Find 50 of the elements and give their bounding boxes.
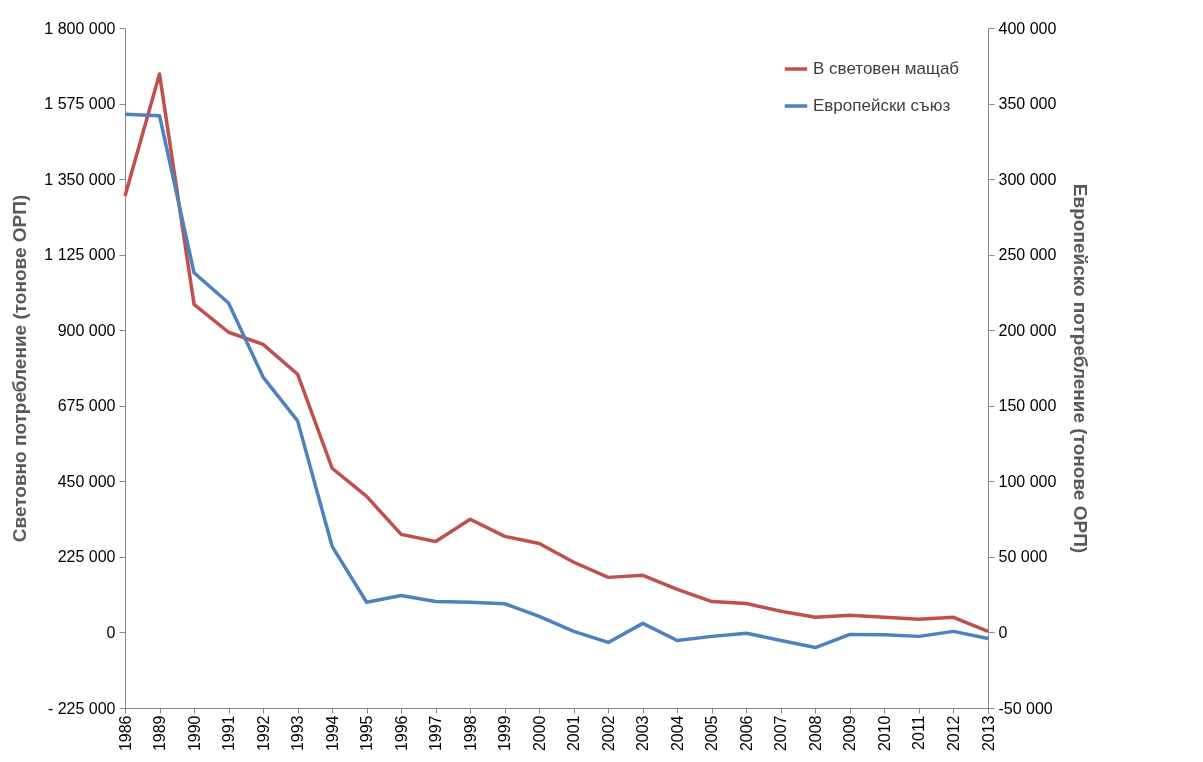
- x-tick-label: 1993: [289, 715, 307, 752]
- x-tick-label: 1999: [496, 715, 514, 752]
- x-tick-label: 2002: [599, 715, 617, 752]
- y-tick-label: 1 575 000: [44, 95, 116, 113]
- x-tick-label: 2001: [565, 715, 583, 752]
- x-tick-label: 2011: [910, 715, 928, 750]
- x-tick-label: 1996: [392, 715, 410, 752]
- x-tick-label: 2009: [841, 715, 859, 752]
- x-tick-label: 2005: [703, 715, 721, 752]
- y-tick-label: - 225 000: [47, 699, 116, 717]
- x-tick-label: 1994: [323, 715, 341, 752]
- x-tick-label: 2013: [979, 715, 997, 752]
- y-axis-title: Световно потребление (тонове ОРП): [9, 194, 31, 543]
- x-tick-label: 1997: [427, 715, 445, 752]
- y2-tick-label: 50 000: [998, 548, 1048, 566]
- y2-tick-label: 200 000: [998, 321, 1057, 339]
- y2-tick-label: 350 000: [998, 95, 1057, 113]
- x-tick-label: 1995: [358, 715, 376, 752]
- y2-tick-label: 400 000: [998, 19, 1057, 37]
- y2-tick-label: 250 000: [998, 246, 1057, 264]
- y2-axis-title: Европейско потребление (тонове ОРП): [1070, 183, 1092, 554]
- x-tick-label: 2003: [634, 715, 652, 752]
- x-tick-label: 1986: [116, 715, 134, 752]
- x-tick-label: 1992: [254, 715, 272, 752]
- x-tick-label: 1990: [185, 715, 203, 752]
- x-tick-label: 2012: [944, 715, 962, 752]
- x-tick-label: 1998: [461, 715, 479, 752]
- y-tick-label: 450 000: [57, 472, 116, 490]
- x-tick-label: 2006: [737, 715, 755, 752]
- y-tick-label: 675 000: [57, 397, 116, 415]
- y2-tick-label: 300 000: [998, 170, 1057, 188]
- y-tick-label: 900 000: [57, 321, 116, 339]
- legend-label: В световен мащаб: [813, 59, 960, 78]
- x-tick-label: 2010: [875, 715, 893, 752]
- x-tick-label: 2008: [806, 715, 824, 752]
- y2-tick-label: 100 000: [998, 472, 1057, 490]
- y-tick-label: 1 350 000: [44, 170, 116, 188]
- x-tick-label: 1991: [220, 715, 238, 752]
- legend-label: Европейски съюз: [813, 96, 951, 115]
- x-tick-label: 2000: [530, 715, 548, 752]
- y2-tick-label: 0: [998, 623, 1008, 641]
- x-tick-label: 1989: [151, 715, 169, 752]
- y2-tick-label: 150 000: [998, 397, 1057, 415]
- y2-tick-label: -50 000: [998, 699, 1053, 717]
- y-tick-label: 225 000: [57, 548, 116, 566]
- x-tick-label: 2004: [668, 715, 686, 752]
- x-tick-label: 2007: [772, 715, 790, 752]
- y-tick-label: 1 125 000: [44, 246, 116, 264]
- y-tick-label: 0: [106, 623, 116, 641]
- y-tick-label: 1 800 000: [44, 19, 116, 37]
